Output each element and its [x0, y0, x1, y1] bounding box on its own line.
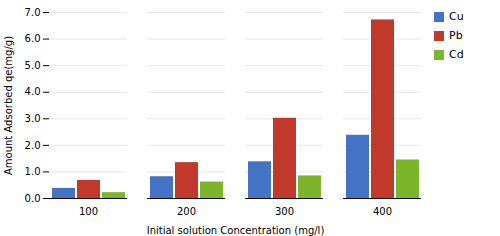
svg-text:3.0: 3.0 [25, 113, 41, 124]
svg-text:400: 400 [373, 206, 392, 217]
html-text:Cd: Cd [449, 48, 464, 61]
svg-text:2.0: 2.0 [25, 140, 41, 151]
html-text:Cu: Cu [449, 10, 464, 23]
svg-text:300: 300 [275, 206, 294, 217]
svg-text:Initial solution Concentration: Initial solution Concentration (mg/l) [147, 225, 325, 236]
svg-text:5.0: 5.0 [25, 60, 41, 71]
svg-text:0.0: 0.0 [25, 193, 41, 204]
svg-text:6.0: 6.0 [25, 33, 41, 44]
html-text:Pb: Pb [449, 29, 463, 42]
svg-text:7.0: 7.0 [25, 7, 41, 18]
svg-text:Amount Adsorbed qe(mg/g): Amount Adsorbed qe(mg/g) [3, 36, 14, 175]
svg-text:200: 200 [177, 206, 196, 217]
svg-text:4.0: 4.0 [25, 86, 41, 97]
svg-text:100: 100 [79, 206, 98, 217]
svg-text:1.0: 1.0 [25, 166, 41, 177]
